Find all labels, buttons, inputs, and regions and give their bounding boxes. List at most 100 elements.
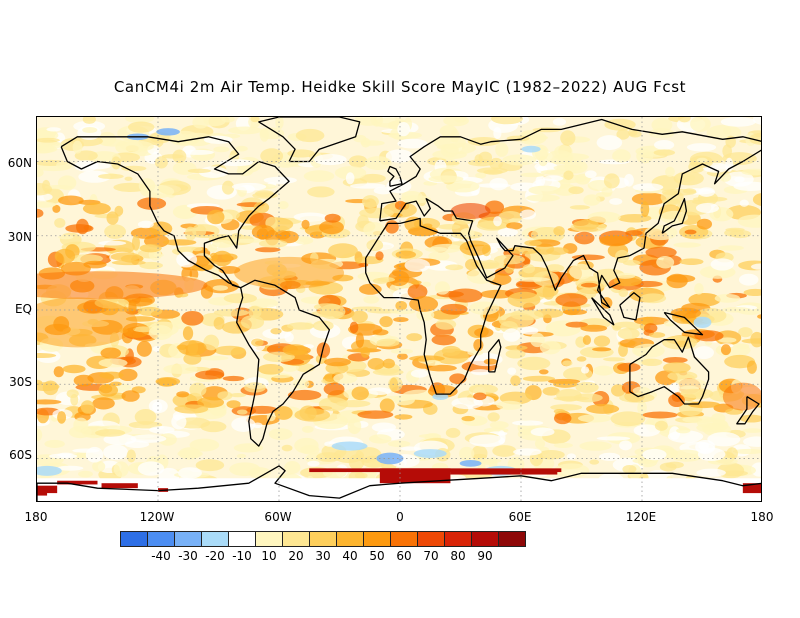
skill-blob (222, 375, 245, 382)
skill-blob (195, 370, 225, 380)
skill-blob (359, 173, 386, 183)
skill-blob (466, 268, 496, 284)
skill-blob (498, 211, 523, 223)
skill-blob (707, 432, 741, 447)
skill-blob (395, 250, 417, 259)
skill-blob (741, 168, 761, 176)
skill-blob (577, 414, 612, 423)
skill-blob (750, 263, 761, 270)
skill-blob (313, 154, 347, 166)
colorbar-swatch (201, 531, 229, 547)
skill-blob (493, 216, 502, 227)
skill-blob (645, 246, 677, 259)
skill-blob (176, 391, 189, 398)
skill-blob (104, 224, 127, 239)
skill-blob (587, 211, 621, 223)
skill-blob (318, 397, 348, 412)
lat-label-60s: 60S (9, 448, 32, 462)
skill-blob (153, 253, 164, 258)
skill-blob (74, 150, 98, 162)
skill-blob (643, 323, 658, 334)
skill-blob (110, 252, 141, 262)
skill-blob (348, 155, 368, 168)
skill-blob (593, 335, 611, 347)
skill-blob (125, 117, 155, 124)
skill-blob (124, 176, 133, 181)
skill-blob (203, 117, 226, 127)
skill-blob (696, 157, 708, 163)
skill-blob (404, 258, 431, 273)
skill-blob (62, 364, 86, 374)
high-skill-strip (450, 470, 558, 475)
skill-blob (126, 449, 136, 463)
skill-blob (474, 154, 483, 165)
skill-blob (618, 288, 629, 298)
skill-blob (679, 258, 704, 266)
skill-blob (517, 356, 551, 371)
skill-blob (293, 378, 310, 389)
skill-blob (351, 306, 383, 311)
skill-blob (637, 400, 647, 416)
skill-blob (195, 459, 225, 472)
skill-blob (98, 383, 119, 397)
skill-blob (80, 400, 95, 414)
skill-blob (184, 226, 197, 241)
skill-blob (568, 186, 584, 195)
skill-blob (491, 117, 523, 125)
skill-blob (294, 236, 314, 245)
skill-blob (736, 343, 750, 350)
skill-blob (235, 145, 248, 152)
skill-blob (438, 224, 461, 230)
skill-blob (130, 434, 167, 443)
colorbar-tick-label: 60 (396, 549, 412, 563)
skill-blob (433, 134, 466, 150)
skill-blob (624, 173, 634, 187)
coastline-africa (365, 217, 502, 395)
skill-blob (449, 373, 467, 385)
skill-blob (221, 253, 238, 261)
skill-blob (152, 401, 163, 413)
skill-blob (174, 404, 209, 414)
skill-blob (742, 428, 761, 433)
colorbar-tick-label: 90 (477, 549, 493, 563)
skill-blob (560, 130, 576, 146)
skill-blob (512, 420, 544, 426)
skill-blob (258, 239, 288, 248)
skill-blob (676, 428, 691, 434)
skill-blob (111, 260, 146, 266)
negative-skill-patch (459, 460, 482, 467)
colorbar-swatch (147, 531, 175, 547)
skill-blob (73, 374, 94, 387)
skill-blob (358, 262, 369, 268)
skill-fields (37, 117, 761, 501)
skill-blob (542, 386, 560, 396)
skill-blob (595, 192, 612, 198)
skill-blob (409, 296, 439, 312)
skill-blob (379, 316, 393, 328)
skill-blob (154, 156, 168, 169)
skill-blob (538, 369, 549, 375)
skill-blob (248, 305, 262, 319)
skill-blob (467, 136, 501, 147)
skill-blob (473, 392, 487, 401)
coastline-new-guinea (663, 311, 704, 336)
skill-blob (37, 137, 60, 143)
colorbar-tick-label: -40 (151, 549, 171, 563)
skill-blob (58, 195, 84, 206)
skill-blob (200, 421, 227, 433)
antarctica-fill (37, 478, 761, 501)
skill-blob (553, 380, 578, 388)
skill-blob (722, 127, 732, 135)
skill-blob (522, 264, 535, 274)
high-skill-strip (37, 488, 48, 496)
skill-blob (223, 293, 258, 304)
skill-blob (493, 126, 502, 140)
negative-skill-patch (521, 145, 541, 153)
skill-blob (373, 186, 393, 195)
skill-blob (506, 222, 523, 230)
skill-blob (448, 288, 483, 303)
skill-blob (178, 467, 202, 479)
skill-blob (614, 272, 636, 279)
skill-blob (183, 352, 202, 365)
skill-blob (739, 199, 749, 207)
